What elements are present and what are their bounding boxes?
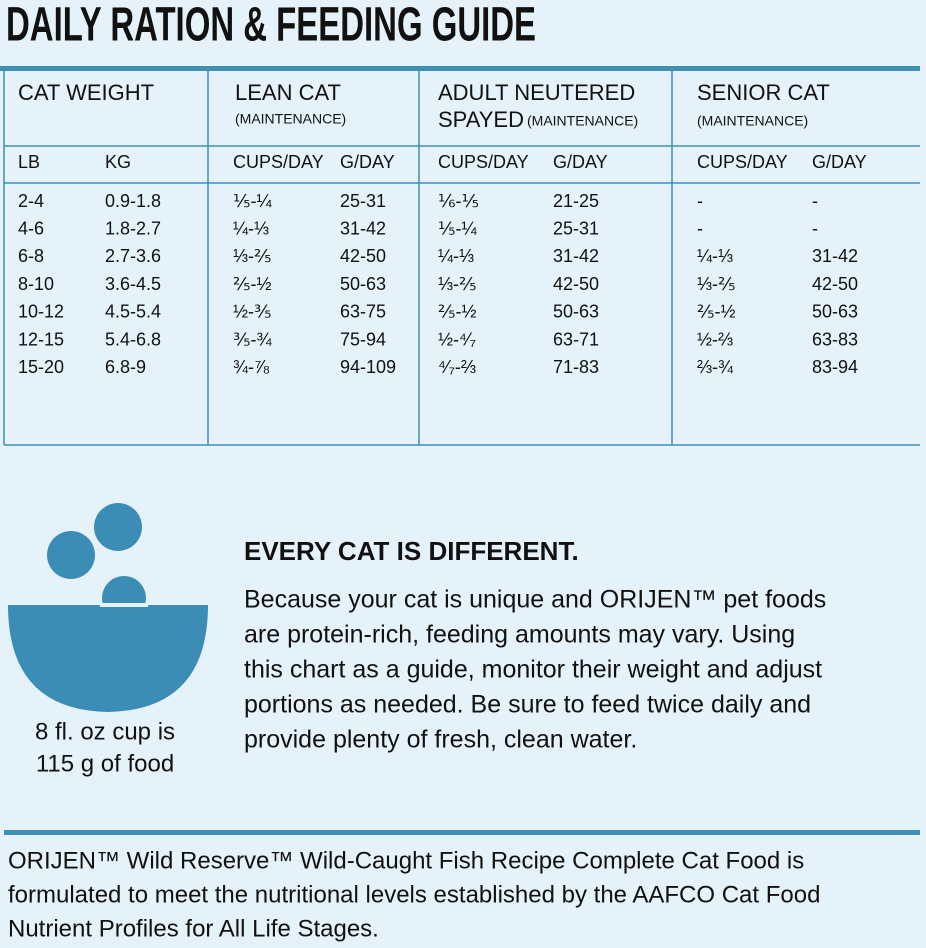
info-body: Because your cat is unique and ORIJEN™ p… [244,586,826,754]
footer-line: ORIJEN™ Wild Reserve™ Wild-Caught Fish R… [8,847,804,874]
cell: 31-42 [812,246,858,266]
subheader: CUPS/DAY [697,152,788,172]
cell: 25-31 [553,218,599,238]
cell: 63-75 [340,302,386,322]
cell: - [812,191,818,211]
title: DAILY RATION & FEEDING GUIDE [6,0,536,52]
cell: ¼-⅓ [233,218,269,238]
cell: 83-94 [812,357,858,377]
info-line: portions as needed. Be sure to feed twic… [244,691,811,719]
subheader: CUPS/DAY [233,152,324,172]
cell: 42-50 [340,246,386,266]
header-note: (MAINTENANCE) [235,111,346,127]
cell: 71-83 [553,357,599,377]
header: ADULT NEUTERED [438,80,635,105]
header: SPAYED [438,107,524,132]
header: LEAN CAT [235,80,341,105]
cell: 4-6 [18,218,44,238]
cell: 21-25 [553,191,599,211]
cell: ¼-⅓ [697,246,733,266]
cell: 6-8 [18,246,44,266]
subheader: LB [18,152,40,172]
header-note: (MAINTENANCE) [527,113,638,129]
header: CAT WEIGHT [18,80,154,105]
subheader: G/DAY [340,152,395,172]
cell: ⅗-¾ [233,329,272,349]
cell: 31-42 [340,218,386,238]
bottom-rule [4,830,920,835]
subheader: CUPS/DAY [438,152,529,172]
subheader: G/DAY [553,152,608,172]
cell: ⅖-½ [233,274,271,294]
bowl-icon [8,503,208,712]
cell: ⅕-¼ [438,218,477,238]
cell: 25-31 [340,191,386,211]
cell: ½-⅗ [233,302,271,322]
cell: ¼-⅓ [438,246,474,266]
cell: 0.9-1.8 [105,191,161,211]
top-rule [0,66,920,71]
cell: ⅙-⅕ [438,191,479,211]
cell: ⁴⁄₇-⅔ [438,357,476,377]
cell: 50-63 [812,302,858,322]
footer: ORIJEN™ Wild Reserve™ Wild-Caught Fish R… [8,847,820,942]
cell: 63-83 [812,329,858,349]
cell: 2-4 [18,191,44,211]
cell: 50-63 [553,302,599,322]
cell: 50-63 [340,274,386,294]
cell: 42-50 [812,274,858,294]
cell: ⅕-¼ [233,191,272,211]
caption: 8 fl. oz cup is [35,718,175,745]
cell: ¾-⅞ [233,357,270,377]
cell: 42-50 [553,274,599,294]
cell: - [697,218,703,238]
cell: 94-109 [340,357,396,377]
cell: 63-71 [553,329,599,349]
info-heading: EVERY CAT IS DIFFERENT. [244,536,579,566]
subheader: G/DAY [812,152,867,172]
header-note: (MAINTENANCE) [697,113,808,129]
cell: 5.4-6.8 [105,329,161,349]
cell: ⅓-⅖ [697,274,735,294]
cell: ⅔-¾ [697,357,734,377]
info-line: are protein-rich, feeding amounts may va… [244,621,795,649]
footer-line: Nutrient Profiles for All Life Stages. [8,915,379,942]
cell: ½-⁴⁄₇ [438,329,476,349]
cell: 15-20 [18,357,64,377]
cell: 12-15 [18,329,64,349]
cell: ⅖-½ [697,302,735,322]
cell: 4.5-5.4 [105,302,161,322]
cell: 2.7-3.6 [105,246,161,266]
cell: 3.6-4.5 [105,274,161,294]
table-grid [3,71,920,446]
header: SENIOR CAT [697,80,830,105]
subheader: KG [105,152,131,172]
cell: 31-42 [553,246,599,266]
cell: 6.8-9 [105,357,146,377]
info-line: Because your cat is unique and ORIJEN™ p… [244,586,826,614]
info-line: provide plenty of fresh, clean water. [244,726,637,754]
cell: ½-⅔ [697,329,733,349]
cell: - [812,218,818,238]
cell: 75-94 [340,329,386,349]
info-line: this chart as a guide, monitor their wei… [244,656,822,684]
cell: 1.8-2.7 [105,218,161,238]
cell: 10-12 [18,302,64,322]
table-body: LB KG CUPS/DAY G/DAY CUPS/DAY G/DAY CUPS/DAY G/… [18,152,867,377]
cell: ⅖-½ [438,302,476,322]
caption: 115 g of food [36,750,174,777]
cell: 8-10 [18,274,54,294]
cell: ⅓-⅖ [438,274,476,294]
footer-line: formulated to meet the nutritional level… [8,881,820,908]
cell: - [697,191,703,211]
cell: ⅓-⅖ [233,246,271,266]
